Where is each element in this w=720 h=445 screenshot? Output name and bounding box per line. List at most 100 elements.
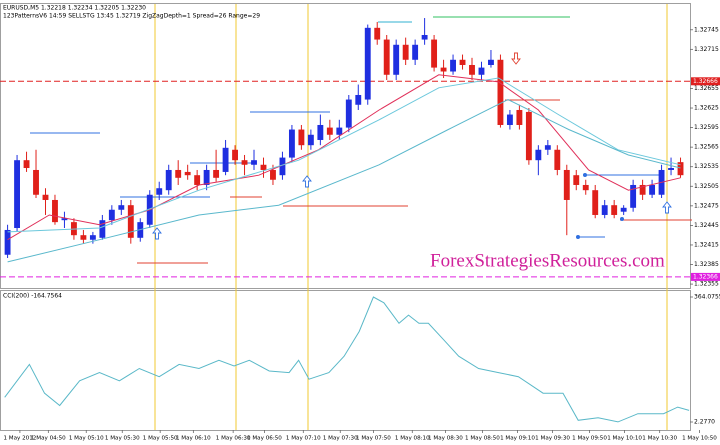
candle-body (364, 27, 371, 100)
candle-body (175, 169, 182, 178)
candle-body (80, 235, 87, 240)
candle-body (307, 134, 314, 146)
candle-body (383, 39, 390, 75)
x-tick-label: 1 May 06:10 (176, 436, 211, 442)
level-label: 1.32366 (693, 273, 718, 280)
candle-body (222, 147, 229, 172)
candle-body (23, 160, 30, 169)
candle-body (544, 145, 551, 150)
y-tick-label: 1.32745 (694, 26, 719, 33)
candle-body (469, 64, 475, 75)
candle-body (440, 67, 447, 72)
candle-body (194, 175, 201, 185)
zigzag-dot (576, 235, 580, 239)
y-tick-label: 364.0755 (694, 294, 720, 301)
x-tick-label: 1 May 06:30 (216, 436, 251, 442)
x-tick-label: 1 May 08:50 (465, 436, 500, 442)
candle-body (42, 194, 49, 200)
y-tick-label: 1.32505 (694, 183, 719, 190)
level-label-box (691, 77, 720, 86)
candle-body (639, 184, 646, 195)
candle-body (677, 162, 684, 176)
x-tick-label: 1 May 04:50 (31, 436, 66, 442)
sell-arrow (511, 52, 521, 65)
candle-body (497, 59, 504, 125)
candle-body (33, 169, 39, 195)
candle-body (573, 175, 580, 185)
x-tick-label: 1 May 09:10 (500, 436, 535, 442)
x-tick-label: 1 May 10:50 (682, 436, 717, 442)
watermark: ForexStrategiesResources.com (430, 250, 665, 271)
candle-body (488, 59, 494, 65)
y-tick-label: 1.32445 (694, 222, 719, 229)
chart-subtitle: 123PatternsV6 14:59 SELLSTG 13:45 1.3271… (3, 13, 260, 20)
candle-body (554, 149, 561, 170)
candle-body (459, 59, 466, 65)
candle-body (260, 164, 267, 170)
x-tick-label: 1 May 05:10 (69, 436, 104, 442)
candle-body (127, 205, 134, 238)
x-tick-label: 1 May 07:10 (286, 436, 321, 442)
candle-body (506, 114, 513, 125)
x-tick-label: 1 May 08:10 (395, 436, 430, 442)
candle-body (336, 127, 343, 135)
candle-body (431, 39, 438, 68)
candle-body (213, 169, 220, 178)
candle-body (270, 169, 276, 180)
candle-body (14, 160, 20, 229)
signal-arrows (152, 52, 672, 240)
candle-body (241, 160, 248, 165)
x-tick-label: 1 May 09:50 (572, 436, 607, 442)
buy-arrow (662, 201, 672, 214)
x-tick-label: 1 May 2012 (3, 436, 36, 442)
candle-body (251, 160, 257, 165)
candle-body (450, 59, 456, 72)
candle-body (108, 209, 115, 221)
candle-body (649, 184, 656, 195)
y-tick-label: 1.32595 (694, 124, 719, 131)
candle-body (184, 171, 191, 176)
candle-body (668, 168, 674, 170)
candle-body (345, 99, 352, 128)
x-tick-label: 1 May 09:30 (535, 436, 570, 442)
zigzag-dot (620, 217, 624, 221)
candle-body (525, 111, 532, 161)
candle-body (535, 149, 542, 161)
y-tick-label: 1.32625 (694, 105, 719, 112)
x-tick-label: 1 May 10:10 (607, 436, 642, 442)
candle-body (630, 184, 637, 208)
x-tick-label: 1 May 08:30 (428, 436, 463, 442)
candle-body (620, 207, 627, 212)
x-tick-label: 1 May 07:50 (356, 436, 391, 442)
candle-body (118, 205, 125, 210)
candle-body (156, 188, 163, 195)
candle-body (99, 220, 106, 238)
candle-body (412, 44, 419, 60)
candle-body (374, 27, 381, 40)
candle-body (232, 149, 238, 161)
candle-body (582, 184, 589, 191)
y-tick-label: 1.32385 (694, 261, 719, 268)
candle-body (52, 199, 58, 223)
y-tick-label: 1.32415 (694, 241, 719, 248)
moving-average (7, 99, 681, 263)
candle-body (516, 109, 523, 125)
y-tick-label: 1.32655 (694, 85, 719, 92)
candle-body (317, 124, 324, 140)
level-label-box (691, 272, 720, 281)
candle-body (421, 34, 428, 40)
price-panel-frame (0, 3, 691, 289)
x-tick-label: 1 May 10:30 (642, 436, 677, 442)
candle-body (355, 94, 362, 105)
level-label: 1.32666 (693, 78, 718, 85)
candle-body (402, 44, 409, 60)
zigzag-dot (583, 173, 587, 177)
y-tick-label: 1.32355 (694, 281, 719, 288)
y-tick-label: 1.32565 (694, 144, 719, 151)
candle-body (592, 190, 599, 215)
buy-arrow (302, 175, 312, 188)
candle-body (611, 205, 618, 215)
candle-body (601, 205, 608, 215)
